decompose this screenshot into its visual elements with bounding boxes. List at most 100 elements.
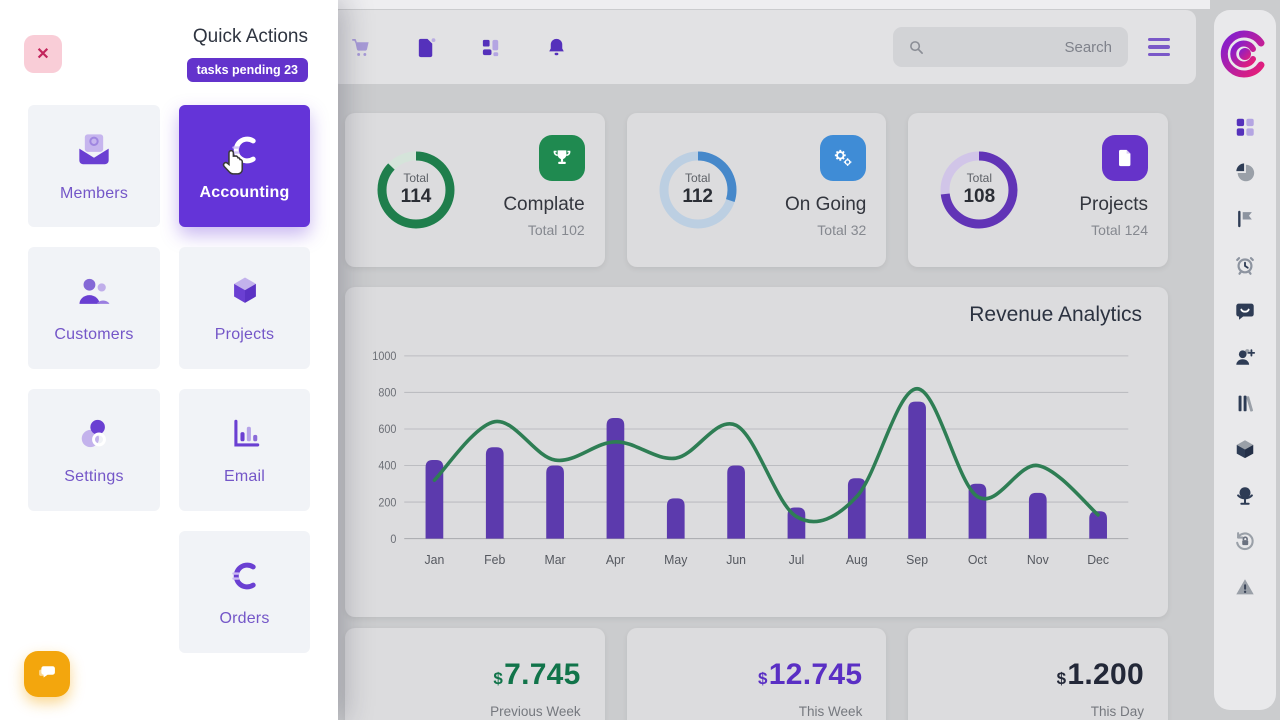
total-value: 7.745 xyxy=(504,658,581,691)
total-card-this-day[interactable]: $1.200 This Day xyxy=(908,628,1168,720)
search-icon xyxy=(910,40,923,54)
stat-title: Projects xyxy=(1079,194,1148,215)
svg-text:Mar: Mar xyxy=(545,551,567,566)
flag-icon[interactable] xyxy=(1234,208,1256,230)
tile-label: Settings xyxy=(64,468,124,485)
gears-icon xyxy=(820,135,867,181)
stat-card-projects[interactable]: Total 108 Projects Total 124 xyxy=(908,113,1168,267)
app-logo xyxy=(1220,30,1265,78)
currency-symbol: $ xyxy=(493,669,504,688)
tile-projects[interactable]: Projects xyxy=(179,247,310,369)
tile-orders[interactable]: Orders xyxy=(179,531,310,653)
open-envelope-icon xyxy=(72,129,116,176)
search-input[interactable]: Search xyxy=(893,27,1128,67)
circles-icon xyxy=(72,414,116,459)
file-icon xyxy=(1101,135,1148,181)
svg-text:Jun: Jun xyxy=(726,551,746,566)
donut-label: Total xyxy=(966,171,992,186)
svg-text:400: 400 xyxy=(378,460,396,472)
menu-icon[interactable] xyxy=(1148,38,1170,56)
svg-text:Jul: Jul xyxy=(789,551,805,566)
stat-subtitle: Total 124 xyxy=(1091,222,1148,238)
tile-customers[interactable]: Customers xyxy=(28,247,160,369)
library-icon[interactable] xyxy=(1234,392,1256,414)
lock-refresh-icon[interactable] xyxy=(1234,530,1256,552)
stat-title: Complate xyxy=(503,194,585,215)
page-top-strip xyxy=(330,0,1210,9)
chat-fab-button[interactable] xyxy=(24,651,70,697)
donut-ongoing: Total 112 xyxy=(653,145,743,235)
total-card-previous-week[interactable]: $7.745 Previous Week xyxy=(345,628,605,720)
svg-text:May: May xyxy=(664,551,688,566)
stat-subtitle: Total 32 xyxy=(817,222,867,238)
svg-text:Sep: Sep xyxy=(906,551,928,566)
trophy-icon xyxy=(538,135,585,181)
donut-label: Total xyxy=(684,171,711,186)
revenue-chart[interactable]: 0 200 400 600 800 1000 Jan Feb Mar Apr May Jun Jul Au… xyxy=(359,337,1146,589)
layout-icon[interactable] xyxy=(480,36,503,59)
person-add-icon[interactable] xyxy=(1234,346,1256,368)
total-label: This Day xyxy=(1090,704,1144,719)
total-card-this-week[interactable]: $12.745 This Week xyxy=(626,628,887,720)
euro-icon xyxy=(223,556,267,601)
topbar-icons xyxy=(350,36,568,59)
pie-chart-icon[interactable] xyxy=(1234,162,1256,184)
svg-text:0: 0 xyxy=(390,534,396,546)
tile-accounting[interactable]: Accounting xyxy=(179,105,310,227)
total-label: Previous Week xyxy=(490,704,581,719)
donut-value: 114 xyxy=(400,185,432,207)
currency-symbol: $ xyxy=(758,669,768,688)
tasks-pending-badge: tasks pending 23 xyxy=(186,58,308,82)
grid-icon[interactable] xyxy=(1234,116,1256,138)
tile-label: Orders xyxy=(219,610,270,627)
close-drawer-button[interactable]: ✕ xyxy=(24,35,62,73)
euro-icon xyxy=(223,130,267,175)
stat-card-ongoing[interactable]: Total 112 On Going Total 32 xyxy=(626,113,887,267)
tile-members[interactable]: Members xyxy=(28,105,160,227)
svg-text:Apr: Apr xyxy=(606,551,626,566)
donut-value: 112 xyxy=(682,185,713,207)
topbar: Search xyxy=(330,10,1196,84)
donut-projects: Total 108 xyxy=(934,145,1024,235)
svg-text:200: 200 xyxy=(378,497,396,509)
stat-card-complete[interactable]: Total 114 Complate Total 102 xyxy=(345,113,605,267)
svg-text:Jan: Jan xyxy=(425,551,445,566)
tile-label: Members xyxy=(59,185,129,202)
chat-bubble-icon xyxy=(34,660,60,689)
svg-text:800: 800 xyxy=(378,387,396,399)
chat-icon[interactable] xyxy=(1234,300,1256,322)
total-label: This Week xyxy=(798,704,863,719)
svg-text:1000: 1000 xyxy=(372,351,396,363)
stats-row: Total 114 Complate Total 102 Total 112 xyxy=(345,113,1168,267)
svg-text:600: 600 xyxy=(378,424,396,436)
svg-text:Nov: Nov xyxy=(1027,551,1049,566)
tile-label: Customers xyxy=(54,326,134,343)
svg-text:Oct: Oct xyxy=(968,551,988,566)
drawer-title: Quick Actions xyxy=(192,26,308,47)
people-icon xyxy=(72,272,116,317)
tile-label: Email xyxy=(223,468,265,485)
donut-complete: Total 114 xyxy=(371,145,461,235)
bell-icon[interactable] xyxy=(545,36,568,59)
cart-icon[interactable] xyxy=(350,36,373,59)
right-sidebar xyxy=(1214,10,1276,710)
revenue-analytics-card: Revenue Analytics 0 200 400 600 800 1000 Jan Fe… xyxy=(345,287,1168,617)
globe-icon[interactable] xyxy=(1234,484,1256,506)
tile-settings[interactable]: Settings xyxy=(28,389,160,511)
warning-icon[interactable] xyxy=(1234,576,1256,598)
search-placeholder: Search xyxy=(1064,38,1112,56)
cube-icon[interactable] xyxy=(1234,438,1256,460)
tile-email[interactable]: Email xyxy=(179,389,310,511)
stat-title: On Going xyxy=(785,194,867,215)
tile-label: Accounting xyxy=(199,184,290,201)
document-icon[interactable] xyxy=(415,36,438,59)
currency-symbol: $ xyxy=(1056,669,1067,688)
cube-icon xyxy=(223,272,267,317)
close-icon: ✕ xyxy=(36,46,50,63)
alarm-clock-icon[interactable] xyxy=(1234,254,1256,276)
quick-actions-drawer: ✕ Quick Actions tasks pending 23 Members… xyxy=(0,0,338,720)
chart-title: Revenue Analytics xyxy=(969,303,1142,326)
quick-action-tiles: Members Accounting Customers Projects xyxy=(28,105,310,653)
tile-label: Projects xyxy=(214,326,275,343)
